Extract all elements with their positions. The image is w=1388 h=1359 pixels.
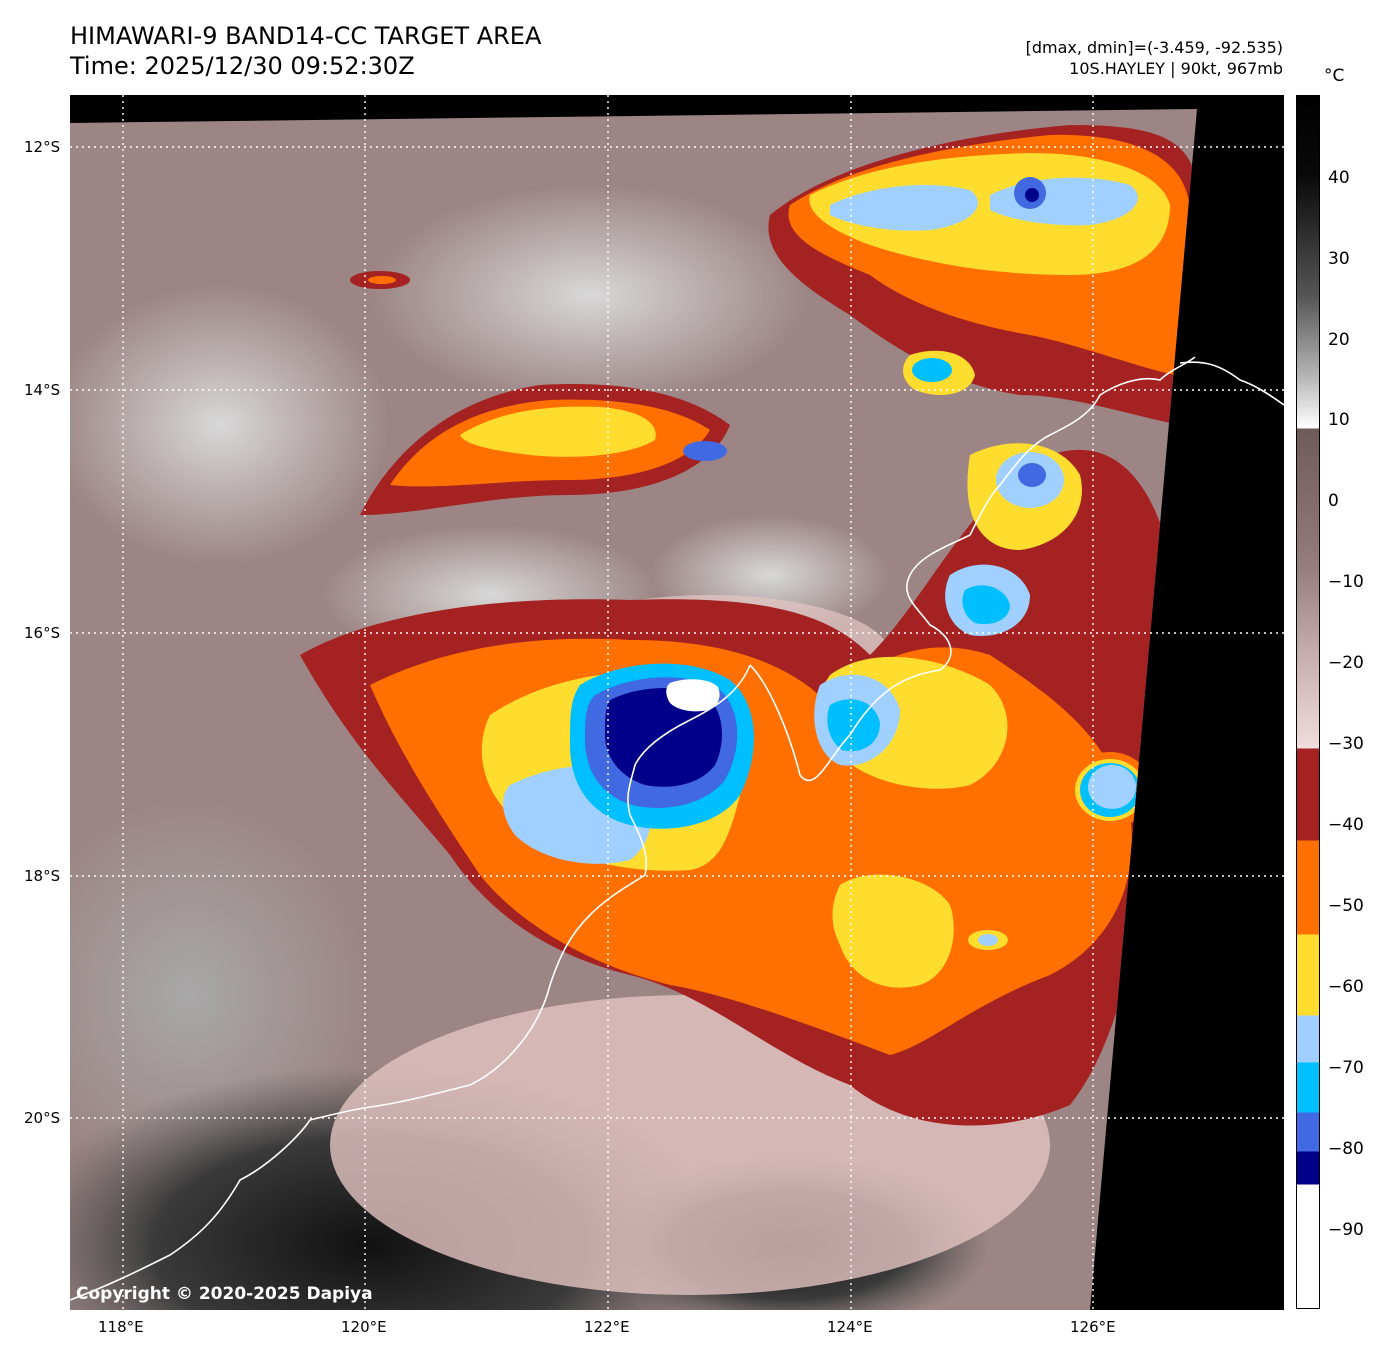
lon-label-124E: 124°E <box>827 1318 873 1336</box>
satellite-map <box>70 95 1284 1310</box>
lon-label-122E: 122°E <box>584 1318 630 1336</box>
colorbar-label: −60 <box>1328 977 1364 997</box>
copyright-notice: Copyright © 2020-2025 Dapiya <box>76 1284 373 1304</box>
colorbar-label: 40 <box>1328 168 1350 188</box>
coldest-tops-white <box>666 679 720 712</box>
colorbar-label: 0 <box>1328 491 1339 511</box>
eyewall-navy <box>605 687 722 787</box>
colorbar-label: −30 <box>1328 734 1364 754</box>
colorbar-label: −70 <box>1328 1058 1364 1078</box>
colorbar-label: −50 <box>1328 896 1364 916</box>
lon-label-126E: 126°E <box>1070 1318 1116 1336</box>
product-title: HIMAWARI-9 BAND14-CC TARGET AREA <box>70 22 542 50</box>
lat-label-20S: 20°S <box>24 1109 61 1127</box>
lat-label-16S: 16°S <box>24 624 61 642</box>
colorbar-label: 20 <box>1328 330 1350 350</box>
colorbar-label: 10 <box>1328 410 1350 430</box>
storm-info-label: 10S.HAYLEY | 90kt, 967mb <box>1069 59 1283 78</box>
lat-label-12S: 12°S <box>24 138 61 156</box>
gridlines <box>70 95 1284 1310</box>
colorbar-label: −10 <box>1328 572 1364 592</box>
dmax-dmin-label: [dmax, dmin]=(-3.459, -92.535) <box>1025 38 1283 57</box>
colorbar-label: −80 <box>1328 1139 1364 1159</box>
colorbar-unit: °C <box>1324 66 1345 86</box>
colorbar-label: −20 <box>1328 653 1364 673</box>
lat-label-18S: 18°S <box>24 867 61 885</box>
coastline <box>70 356 1284 1301</box>
lon-label-118E: 118°E <box>98 1318 144 1336</box>
colorbar-label: 30 <box>1328 249 1350 269</box>
colorbar-label: −40 <box>1328 815 1364 835</box>
time-label: Time: 2025/12/30 09:52:30Z <box>70 52 415 80</box>
lon-label-120E: 120°E <box>341 1318 387 1336</box>
colorbar <box>1296 95 1320 1309</box>
image-swath <box>70 109 1197 1310</box>
colorbar-label: −90 <box>1328 1220 1364 1240</box>
lat-label-14S: 14°S <box>24 381 61 399</box>
